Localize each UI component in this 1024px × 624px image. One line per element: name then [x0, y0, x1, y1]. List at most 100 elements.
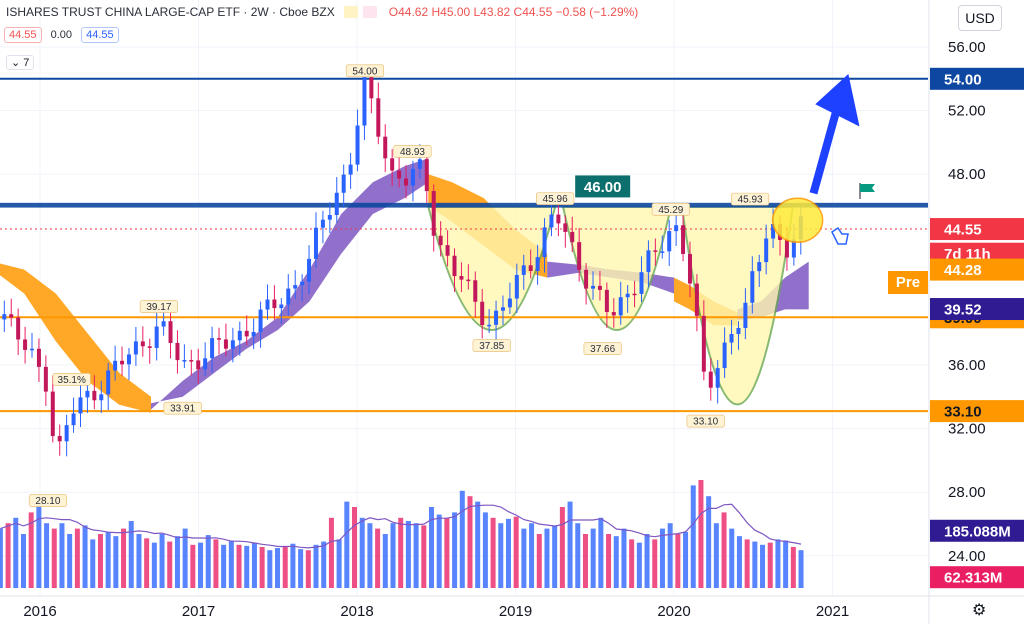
price-callout	[651, 202, 690, 216]
volume-bar	[636, 542, 642, 588]
volume-bar	[282, 545, 288, 588]
time-axis-tick: 2019	[499, 603, 532, 620]
volume-bar	[544, 528, 550, 588]
candle-body	[694, 283, 699, 316]
volume-bar	[783, 540, 789, 588]
volume-bar	[20, 534, 26, 588]
candle-body	[750, 271, 755, 303]
candle-body	[23, 339, 28, 350]
volume-bar	[713, 523, 719, 588]
candle-body	[258, 309, 263, 332]
candle-body	[265, 299, 270, 310]
candle-body	[514, 274, 519, 299]
candle-body	[653, 250, 658, 252]
volume-bar	[790, 546, 796, 588]
volume-bar	[213, 539, 219, 588]
volume-badge: 62.313M	[944, 570, 1002, 587]
volume-bar	[13, 517, 19, 588]
volume-bar	[775, 539, 781, 588]
candle-body	[272, 299, 277, 309]
price-axis-tick: 52.00	[948, 103, 986, 120]
candle-body	[230, 340, 235, 349]
volume-bar	[452, 512, 458, 588]
volume-bar	[698, 480, 704, 588]
price-axis-tick: 28.00	[948, 484, 986, 501]
volume-bar	[760, 544, 766, 588]
candle-body	[743, 302, 748, 329]
collapse-indicators-button[interactable]: ⌄ 7	[6, 55, 35, 70]
price-axis-tick: 48.00	[948, 166, 986, 183]
cloud-bullish	[151, 158, 429, 410]
price-callout-label: 45.93	[738, 195, 763, 206]
price-callout	[163, 401, 202, 415]
candle-body	[625, 293, 630, 298]
volume-bar	[413, 523, 419, 588]
volume-bar	[74, 528, 80, 588]
candle-body	[126, 354, 131, 365]
volume-bar	[290, 543, 296, 588]
volume-bar	[228, 540, 234, 588]
volume-bar	[159, 534, 165, 588]
volume-bar	[113, 536, 119, 588]
candle-body	[320, 219, 325, 228]
indicator-badge[interactable]	[344, 6, 359, 18]
currency-button[interactable]: USD	[958, 5, 1002, 31]
level-price-badge-bg	[930, 67, 1024, 90]
candle-body	[473, 280, 478, 302]
volume-bar	[121, 528, 127, 588]
candle-body	[168, 321, 173, 343]
flag-icon[interactable]	[858, 183, 878, 199]
candle-body	[9, 314, 14, 318]
candle-body	[196, 360, 201, 370]
ohlc-readout: O44.62 H45.00 L43.82 C44.55 −0.58 (−1.29…	[388, 5, 639, 19]
volume-bar	[552, 525, 558, 588]
candle-body	[182, 360, 187, 362]
gear-icon[interactable]: ⚙	[972, 602, 987, 619]
candle-body	[618, 297, 623, 316]
volume-bar	[67, 534, 73, 588]
candle-body	[189, 360, 194, 362]
candle-body	[217, 338, 222, 340]
chart-legend: ISHARES TRUST CHINA LARGE-CAP ETF · 2W ·…	[6, 5, 638, 19]
candle-body	[369, 76, 374, 99]
pattern-label: 46.00	[584, 179, 622, 196]
price-callout	[345, 64, 384, 78]
candle-body	[417, 159, 422, 169]
volume-bar	[659, 528, 665, 588]
breakout-arrow-head	[815, 74, 860, 127]
volume-bar	[190, 544, 196, 588]
candle-body	[154, 326, 159, 348]
candle-body	[307, 258, 312, 282]
volume-bar	[482, 512, 488, 588]
candle-body	[584, 269, 589, 289]
volume-bar	[82, 525, 88, 588]
price-badge: 44.28	[944, 262, 982, 279]
candle-body	[404, 178, 409, 186]
candle-body	[133, 341, 138, 355]
price-callout	[472, 339, 511, 352]
price-callout-label: 28.10	[35, 496, 60, 507]
candle-body	[771, 223, 776, 239]
volume-bar	[575, 523, 581, 588]
candle-body	[78, 397, 83, 414]
candle-body	[535, 257, 540, 272]
candle-body	[286, 288, 291, 305]
price-callout-label: 45.29	[658, 205, 683, 216]
candle-body	[334, 192, 339, 215]
candle-body	[791, 239, 796, 258]
volume-bar	[375, 528, 381, 588]
volume-bar	[521, 528, 527, 588]
volume-bar	[244, 545, 250, 588]
indicator-badge[interactable]	[363, 6, 378, 18]
volume-bar	[321, 541, 327, 588]
level-price-badge: 33.10	[944, 404, 982, 421]
candle-body	[50, 391, 55, 437]
candle-body	[57, 436, 62, 442]
volume-bar	[182, 528, 188, 588]
volume-bar	[90, 539, 96, 588]
volume-bar	[644, 534, 650, 588]
volume-bar	[598, 517, 604, 588]
candle-body	[348, 164, 353, 175]
volume-bar	[498, 523, 504, 588]
